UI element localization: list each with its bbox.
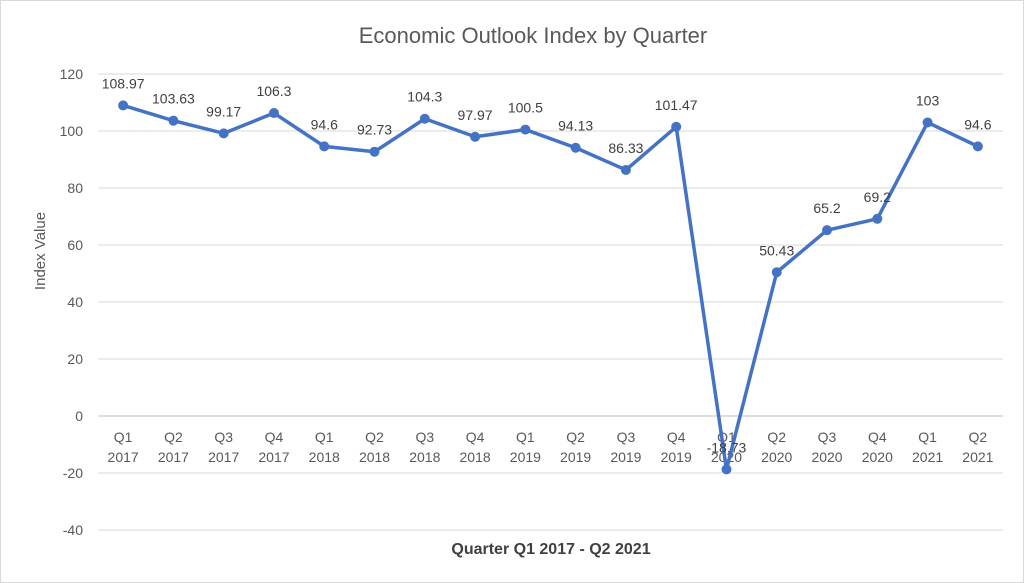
y-tick-label: 40: [67, 294, 83, 310]
data-point: [620, 164, 631, 175]
x-tick-label: Q1 2019: [510, 429, 541, 465]
x-tick-label: Q1 2017: [108, 429, 139, 465]
y-tick-labels: 120 100 80 60 40 20 0 -20 -40: [60, 66, 84, 538]
y-tick-label: 100: [60, 123, 84, 139]
x-tick-label: Q4 2017: [258, 429, 289, 465]
x-tick-label: Q2 2018: [359, 429, 390, 465]
data-label: 103.63: [152, 91, 195, 107]
data-label: 101.47: [655, 97, 698, 113]
series-line: [121, 103, 980, 472]
data-label: 100.5: [508, 100, 543, 116]
gridlines: [98, 73, 1003, 531]
data-point: [721, 464, 732, 475]
data-point: [671, 121, 682, 132]
data-label: 106.3: [256, 83, 291, 99]
x-axis-title: Quarter Q1 2017 - Q2 2021: [451, 541, 650, 558]
y-tick-label: -20: [63, 465, 83, 481]
data-label: -18.73: [707, 439, 747, 455]
data-point: [218, 128, 229, 139]
data-point: [268, 108, 279, 119]
x-tick-label: Q4 2018: [460, 429, 491, 465]
data-label: 97.97: [458, 107, 493, 123]
x-tick-label: Q3 2018: [409, 429, 440, 465]
data-label: 94.6: [964, 116, 991, 132]
y-tick-label: -40: [63, 522, 83, 538]
x-tick-label: Q2 2017: [158, 429, 189, 465]
x-tick-label: Q2 2020: [761, 429, 792, 465]
data-label: 65.2: [813, 200, 840, 216]
data-point: [520, 124, 531, 135]
data-point: [168, 115, 179, 126]
x-tick-labels: Q1 2017 Q2 2017 Q3 2017 Q4 2017 Q1 2018 Q2 2018 Q3 20…: [108, 429, 994, 465]
data-point: [822, 225, 833, 236]
data-point: [319, 141, 330, 152]
data-point: [118, 100, 129, 111]
data-label: 69.2: [864, 189, 891, 205]
x-tick-label: Q4 2019: [661, 429, 692, 465]
chart-title: Economic Outlook Index by Quarter: [359, 23, 708, 48]
x-tick-label: Q3 2020: [811, 429, 842, 465]
y-tick-label: 20: [67, 351, 83, 367]
x-tick-label: Q1 2021: [912, 429, 943, 465]
y-axis-title: Index Value: [32, 212, 49, 290]
data-point: [470, 131, 481, 142]
x-tick-label: Q1 2018: [309, 429, 340, 465]
data-label: 99.17: [206, 103, 241, 119]
data-label: 103: [916, 92, 940, 108]
y-tick-label: 120: [60, 66, 84, 82]
data-label: 108.97: [102, 75, 145, 91]
data-label: 86.33: [608, 140, 643, 156]
data-label: 92.73: [357, 122, 392, 138]
data-point: [771, 267, 782, 278]
x-tick-label: Q2 2021: [962, 429, 993, 465]
x-tick-label: Q2 2019: [560, 429, 591, 465]
x-tick-label: Q3 2017: [208, 429, 239, 465]
data-label: 50.43: [759, 242, 794, 258]
data-label-group: 108.97 103.63 99.17 106.3 94.6 92.73 104.3 97.9…: [102, 75, 992, 455]
data-label: 104.3: [407, 89, 442, 105]
data-point: [922, 117, 933, 128]
data-point: [369, 146, 380, 157]
data-point: [872, 213, 883, 224]
data-label: 94.6: [311, 116, 338, 132]
y-tick-label: 0: [75, 408, 83, 424]
y-tick-label: 60: [67, 237, 83, 253]
data-label: 94.13: [558, 118, 593, 134]
data-point: [419, 113, 430, 124]
y-tick-label: 80: [67, 180, 83, 196]
data-point: [570, 142, 581, 153]
x-tick-label: Q3 2019: [610, 429, 641, 465]
data-point: [972, 141, 983, 152]
x-tick-label: Q4 2020: [862, 429, 893, 465]
series-line-group: [118, 100, 983, 475]
